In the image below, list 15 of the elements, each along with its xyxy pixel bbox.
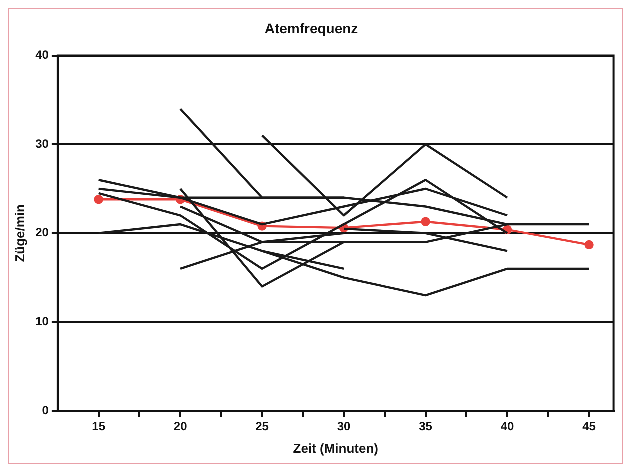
x-tick-label: 40: [500, 420, 515, 434]
x-axis-title: Zeit (Minuten): [293, 440, 378, 456]
y-axis-title: Züge/min: [12, 204, 28, 262]
chart-title: Atemfrequenz: [264, 20, 358, 36]
x-tick-label: 20: [174, 420, 188, 434]
y-tick-label: 30: [36, 136, 50, 151]
y-tick-label: 40: [36, 48, 50, 62]
y-tick-label: 10: [36, 314, 50, 329]
x-tick-label: 15: [92, 420, 106, 434]
y-tick-label: 20: [36, 226, 50, 240]
x-tick-label: 30: [337, 420, 352, 434]
y-tick-label: 0: [42, 403, 50, 418]
x-tick-label: 45: [582, 420, 596, 434]
x-tick-label: 35: [419, 420, 433, 434]
x-tick-label: 25: [256, 420, 270, 434]
